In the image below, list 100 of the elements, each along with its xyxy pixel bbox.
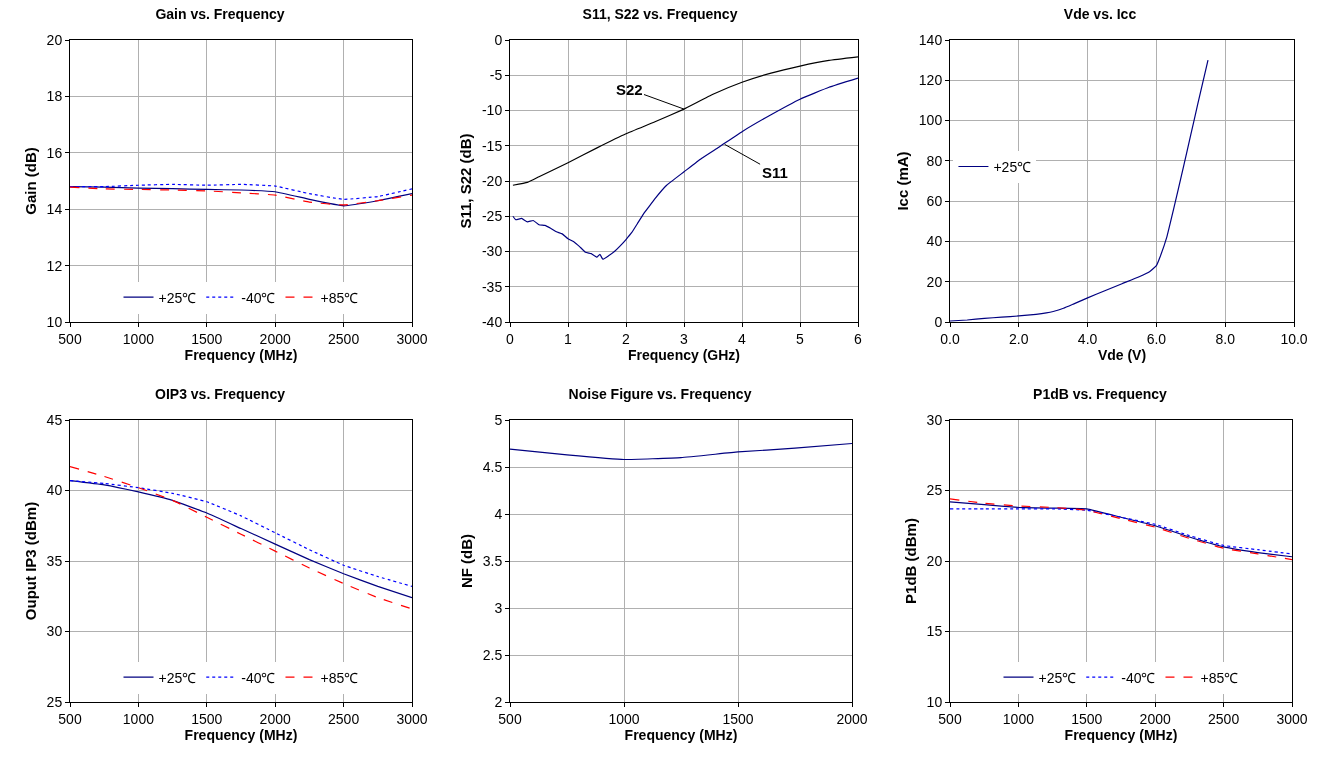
x-tick-label: 2500 bbox=[328, 330, 360, 347]
x-tick-label: 3000 bbox=[396, 330, 428, 347]
y-tick-label: -10 bbox=[481, 102, 503, 119]
legend-label: +25℃ bbox=[993, 158, 1032, 175]
y-axis-title: S11, S22 (dB) bbox=[457, 133, 475, 229]
x-tick-label: 5 bbox=[796, 330, 805, 347]
y-tick-label: 2 bbox=[494, 693, 503, 710]
x-tick-label: 10.0 bbox=[1280, 330, 1308, 347]
y-tick-label: 0 bbox=[934, 313, 943, 330]
y-tick-label: 25 bbox=[926, 482, 943, 499]
x-tick-label: 500 bbox=[58, 330, 82, 347]
x-tick-label: 0 bbox=[506, 330, 515, 347]
legend-label: -40℃ bbox=[1121, 669, 1156, 686]
y-tick-label: -5 bbox=[489, 67, 503, 84]
x-tick-label: 1 bbox=[564, 330, 573, 347]
legend-label: -40℃ bbox=[241, 669, 276, 686]
x-axis-title: Frequency (MHz) bbox=[1064, 727, 1178, 744]
legend-label: +25℃ bbox=[158, 289, 197, 306]
legend-label: +25℃ bbox=[158, 669, 197, 686]
y-tick-label: 4.5 bbox=[482, 458, 503, 475]
y-tick-label: 14 bbox=[46, 201, 63, 218]
y-tick-label: 35 bbox=[46, 552, 63, 569]
x-tick-label: 4.0 bbox=[1077, 330, 1098, 347]
y-tick-label: 80 bbox=[926, 152, 943, 169]
line-series bbox=[70, 465, 412, 610]
y-tick-label: 20 bbox=[926, 273, 943, 290]
y-tick-label: -35 bbox=[481, 278, 503, 295]
y-tick-label: 5 bbox=[494, 411, 503, 428]
x-tick-label: 3000 bbox=[1276, 710, 1308, 727]
x-tick-label: 1000 bbox=[122, 330, 155, 347]
x-tick-label: 1500 bbox=[191, 330, 223, 347]
legend-label: +85℃ bbox=[320, 289, 359, 306]
y-tick-label: 45 bbox=[46, 411, 63, 428]
x-tick-label: 2000 bbox=[1139, 710, 1171, 727]
y-tick-label: 12 bbox=[46, 257, 63, 274]
x-tick-label: 500 bbox=[938, 710, 962, 727]
x-tick-label: 2000 bbox=[259, 710, 291, 727]
chart-title: OIP3 vs. Frequency bbox=[155, 386, 286, 403]
line-series bbox=[512, 77, 858, 260]
chart-title: Noise Figure vs. Frequency bbox=[568, 386, 752, 403]
x-tick-label: 3 bbox=[680, 330, 689, 347]
y-tick-label: 10 bbox=[926, 693, 943, 710]
legend-label: +25℃ bbox=[1038, 669, 1077, 686]
y-tick-label: 120 bbox=[918, 72, 943, 89]
y-axis-title: Gain (dB) bbox=[21, 147, 39, 215]
chart-title: P1dB vs. Frequency bbox=[1033, 386, 1168, 403]
y-tick-label: 20 bbox=[46, 31, 63, 48]
chart-title: Gain vs. Frequency bbox=[155, 6, 285, 23]
legend-label: -40℃ bbox=[241, 289, 276, 306]
x-tick-label: 8.0 bbox=[1215, 330, 1236, 347]
line-series bbox=[70, 183, 412, 200]
x-tick-label: 2500 bbox=[328, 710, 360, 727]
x-axis-title: Frequency (MHz) bbox=[624, 727, 738, 744]
y-tick-label: 100 bbox=[918, 112, 943, 129]
x-tick-label: 1500 bbox=[191, 710, 223, 727]
x-tick-label: 500 bbox=[58, 710, 82, 727]
annotation: S22 bbox=[616, 81, 643, 98]
y-tick-label: -20 bbox=[481, 172, 503, 189]
line-series bbox=[510, 442, 852, 461]
x-axis-title: Frequency (MHz) bbox=[184, 347, 298, 364]
y-tick-label: 30 bbox=[926, 411, 943, 428]
y-axis-title: Icc (mA) bbox=[894, 151, 912, 211]
x-axis-title: Frequency (MHz) bbox=[184, 727, 298, 744]
y-tick-label: 25 bbox=[46, 693, 63, 710]
x-tick-label: 1500 bbox=[722, 710, 754, 727]
y-tick-label: 18 bbox=[46, 88, 63, 105]
y-tick-label: 20 bbox=[926, 552, 943, 569]
x-tick-label: 4 bbox=[738, 330, 747, 347]
y-axis-title: P1dB (dBm) bbox=[901, 518, 919, 604]
y-tick-label: 140 bbox=[918, 31, 943, 48]
x-tick-label: 1000 bbox=[608, 710, 640, 727]
y-tick-label: 4 bbox=[494, 505, 503, 522]
y-tick-label: 40 bbox=[926, 233, 943, 250]
x-tick-label: 2 bbox=[622, 330, 631, 347]
x-tick-label: 1500 bbox=[1071, 710, 1103, 727]
y-tick-label: 2.5 bbox=[482, 646, 503, 663]
line-series bbox=[950, 508, 1292, 555]
x-tick-label: 500 bbox=[498, 710, 522, 727]
y-axis-title: Ouput IP3 (dBm) bbox=[21, 501, 39, 621]
x-tick-label: 6.0 bbox=[1146, 330, 1167, 347]
annotation: S11 bbox=[762, 164, 788, 181]
x-tick-label: 2000 bbox=[259, 330, 291, 347]
y-tick-label: -40 bbox=[481, 313, 503, 330]
x-tick-label: 3000 bbox=[396, 710, 428, 727]
y-tick-label: 3.5 bbox=[482, 552, 503, 569]
x-axis-title: Vde (V) bbox=[1097, 347, 1147, 364]
y-tick-label: 40 bbox=[46, 482, 63, 499]
y-tick-label: 0 bbox=[494, 31, 503, 48]
legend-label: +85℃ bbox=[1200, 669, 1239, 686]
y-tick-label: 15 bbox=[926, 623, 943, 640]
y-tick-label: -15 bbox=[481, 137, 503, 154]
x-tick-label: 1000 bbox=[122, 710, 155, 727]
x-tick-label: 2.0 bbox=[1009, 330, 1029, 347]
legend-label: +85℃ bbox=[320, 669, 359, 686]
x-tick-label: 2000 bbox=[836, 710, 868, 727]
y-tick-label: 16 bbox=[46, 144, 63, 161]
y-axis-title: NF (dB) bbox=[457, 533, 475, 589]
chart-title: S11, S22 vs. Frequency bbox=[582, 6, 738, 23]
chart-title: Vde vs. Icc bbox=[1063, 6, 1137, 23]
y-tick-label: 30 bbox=[46, 623, 63, 640]
